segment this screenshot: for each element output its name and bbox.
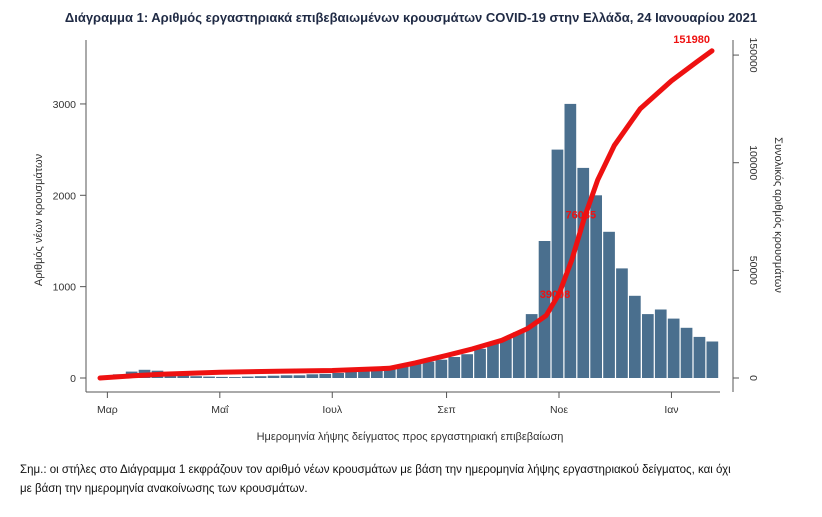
bar xyxy=(577,167,590,378)
annot-layer: 151980 76035 39008 xyxy=(540,34,710,301)
bar xyxy=(693,336,706,378)
footnote-line-2: με βάση την ημερομηνία ανακοίνωσης των κ… xyxy=(20,483,308,495)
bar xyxy=(629,295,641,378)
x-axis-title: Ημερομηνία λήψης δείγματος προς εργαστηρ… xyxy=(257,431,564,443)
axes-layer xyxy=(85,40,734,393)
y-axis-title: Αριθμός νέων κρουσμάτων xyxy=(33,153,45,286)
bar xyxy=(371,368,383,378)
annotation-label: 151980 xyxy=(673,34,710,46)
x-tick-label: Νοε xyxy=(550,404,568,416)
bar xyxy=(706,341,719,378)
bar xyxy=(616,268,628,378)
bar xyxy=(512,332,525,378)
bar xyxy=(241,376,254,378)
bar xyxy=(590,195,602,378)
bar xyxy=(216,376,228,378)
bar xyxy=(435,359,448,378)
bar xyxy=(229,377,241,378)
bar xyxy=(280,375,293,378)
x-tick-label: Μαρ xyxy=(97,404,118,416)
bar xyxy=(293,375,306,378)
bars-layer xyxy=(100,103,719,379)
y2-tick-label: 50000 xyxy=(747,256,759,285)
bar xyxy=(654,309,667,378)
bar xyxy=(190,376,202,378)
bar xyxy=(306,374,319,378)
bar xyxy=(332,373,344,378)
bar xyxy=(642,314,654,378)
footnote-line-1: Σημ.: οι στήλες στο Διάγραμμα 1 εκφράζου… xyxy=(20,464,731,476)
bar xyxy=(603,231,615,378)
bar xyxy=(203,376,215,378)
chart-title: Διάγραμμα 1: Αριθμός εργαστηριακά επιβεβ… xyxy=(64,10,758,25)
y2-tick-label: 150000 xyxy=(747,38,759,73)
bar xyxy=(448,357,461,378)
bar xyxy=(474,348,486,378)
bar xyxy=(345,371,357,378)
bar xyxy=(254,376,267,378)
bar xyxy=(500,338,512,378)
bar xyxy=(267,375,280,378)
bar xyxy=(487,343,499,378)
bar xyxy=(177,374,190,378)
ticks-layer: 0 1000 2000 3000 0 50000 100000 150000 Μαρ Μαΐ Ιου… xyxy=(53,38,759,416)
bar xyxy=(409,363,422,378)
bar xyxy=(564,103,577,379)
bar xyxy=(396,365,409,378)
bar xyxy=(461,354,473,378)
bar xyxy=(422,361,435,378)
bar xyxy=(383,366,396,378)
bar xyxy=(667,318,680,378)
bar xyxy=(538,241,551,378)
y-tick-label: 3000 xyxy=(53,99,77,111)
bar xyxy=(551,149,564,378)
x-tick-label: Ιουλ xyxy=(322,404,342,416)
line-layer xyxy=(97,48,715,381)
y2-tick-label: 100000 xyxy=(747,145,759,180)
y-tick-label: 0 xyxy=(70,373,76,385)
cumulative-line xyxy=(97,48,715,381)
annotation-label: 76035 xyxy=(566,209,597,221)
y2-axis-title: Συνολικός αριθμός κρουσμάτων xyxy=(772,137,784,293)
x-tick-label: Σεπ xyxy=(437,404,455,416)
bar xyxy=(680,327,693,378)
x-tick-label: Μαΐ xyxy=(211,404,229,416)
y-tick-label: 1000 xyxy=(53,282,77,294)
bar xyxy=(319,373,332,378)
y-tick-label: 2000 xyxy=(53,190,77,202)
x-tick-label: Ιαν xyxy=(664,404,678,416)
y2-tick-label: 0 xyxy=(747,375,759,381)
annotation-label: 39008 xyxy=(540,289,571,301)
bar xyxy=(358,369,370,378)
bar xyxy=(525,314,538,378)
